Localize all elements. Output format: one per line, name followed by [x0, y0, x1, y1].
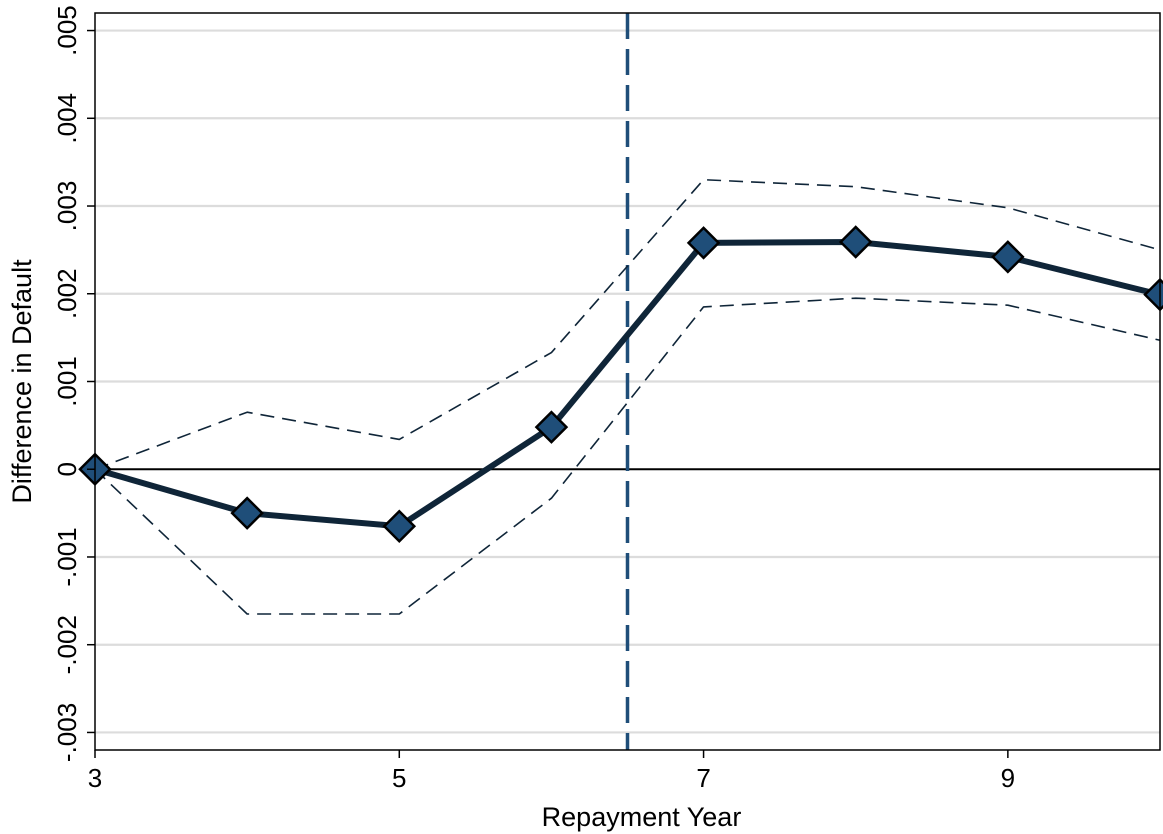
x-tick-label: 7	[696, 763, 710, 793]
y-tick-label: .001	[52, 356, 82, 407]
series-line-upper-bound	[94, 178, 1161, 470]
series-layer	[94, 178, 1161, 615]
x-axis-title: Repayment Year	[542, 802, 742, 832]
data-point-marker	[382, 509, 417, 544]
y-tick-label: .002	[52, 268, 82, 319]
x-tick-label: 9	[1001, 763, 1015, 793]
x-axis-ticks: 3 5 7 9	[88, 750, 1015, 793]
data-point-marker	[991, 240, 1025, 274]
x-tick-label: 5	[392, 763, 406, 793]
y-tick-label: .005	[52, 5, 82, 56]
data-point-marker	[686, 226, 721, 260]
y-tick-label: -.003	[52, 703, 82, 762]
y-axis-title: Difference in Default	[7, 259, 37, 504]
series-line-estimate	[94, 238, 1161, 530]
y-tick-label: -.001	[52, 527, 82, 586]
data-point-marker	[838, 225, 873, 259]
y-axis-ticks: -.003 -.002 -.001 0 .001 .002 .003 .004 .005	[52, 5, 95, 762]
y-tick-label: -.002	[52, 615, 82, 674]
marker-layer	[78, 225, 1163, 544]
data-point-marker	[230, 496, 264, 530]
x-tick-label: 3	[88, 763, 102, 793]
y-tick-label: .004	[52, 93, 82, 144]
y-tick-label: .003	[52, 181, 82, 232]
reference-lines	[95, 13, 1160, 750]
y-tick-label: 0	[52, 462, 82, 476]
data-point-marker	[534, 410, 569, 444]
